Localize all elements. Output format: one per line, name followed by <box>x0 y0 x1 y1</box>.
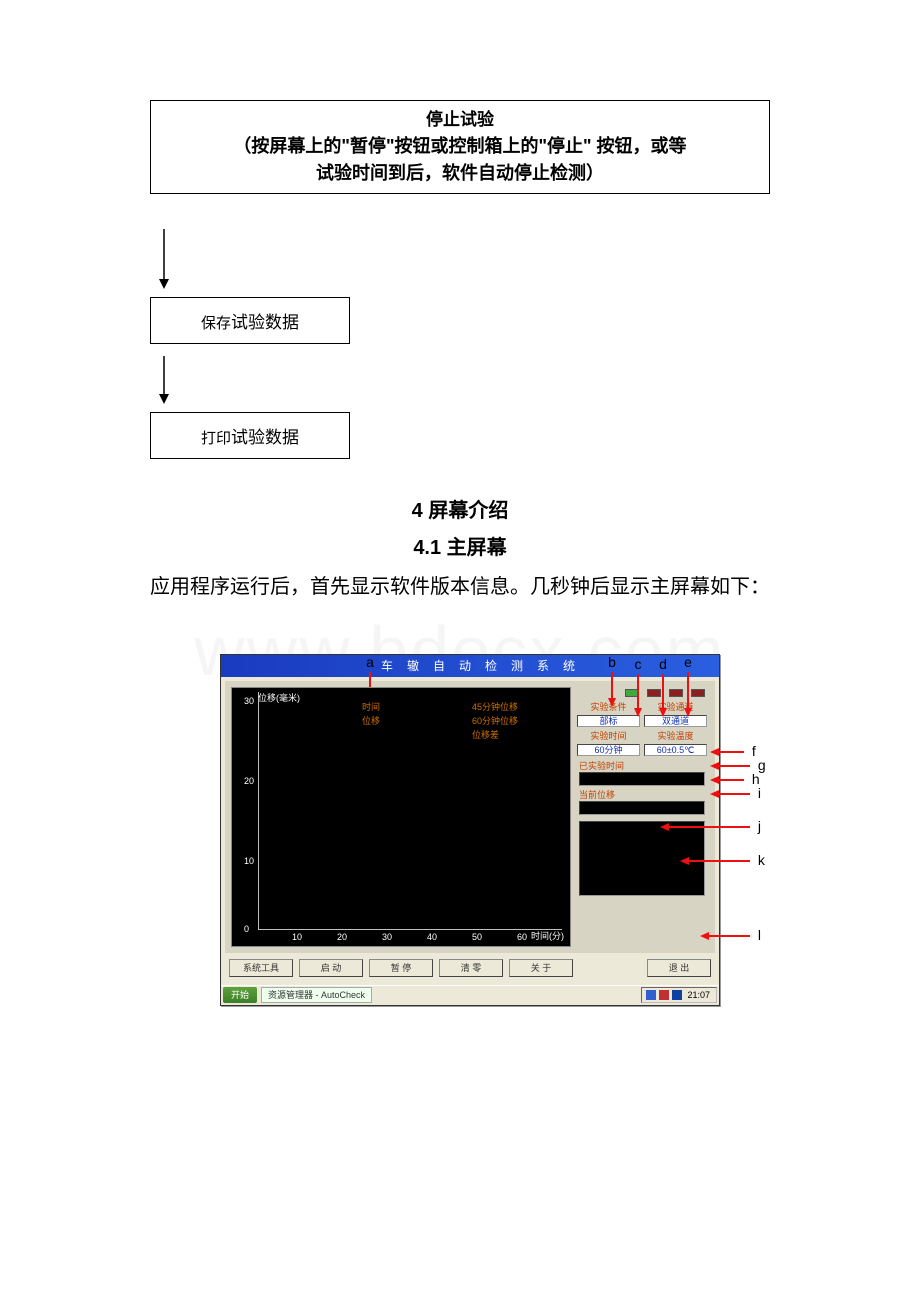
led-4 <box>691 689 705 697</box>
chart-y-axis <box>258 692 259 930</box>
label-channel: 实验通道 <box>644 700 707 713</box>
start-button[interactable]: 启 动 <box>299 959 363 977</box>
legend-disp: 位移 <box>362 714 380 727</box>
field-condition: 部标 <box>577 715 640 727</box>
chart-y-label: 位移(毫米) <box>258 691 300 704</box>
legend-45min: 45分钟位移 <box>472 700 518 713</box>
chart-xtick-20: 20 <box>337 932 347 942</box>
field-current-disp <box>579 801 705 815</box>
callout-e-label: e <box>684 654 692 670</box>
tray-icon-2[interactable] <box>659 990 669 1000</box>
chart-xtick-10: 10 <box>292 932 302 942</box>
label-current-disp: 当前位移 <box>575 786 709 801</box>
label-time: 实验时间 <box>577 729 640 742</box>
callout-i-label: i <box>758 785 761 801</box>
app-window: 车辙自动检测系统 位移(毫米) 30 20 10 0 10 20 <box>220 654 720 1006</box>
heading-section-4: 4 屏幕介绍 <box>100 494 820 523</box>
heading-section-4-1: 4.1 主屏幕 <box>100 531 820 560</box>
chart-ytick-20: 20 <box>244 776 254 786</box>
legend-time: 时间 <box>362 700 380 713</box>
label-elapsed: 已实验时间 <box>575 757 709 772</box>
box-print-prefix: 打印 <box>201 430 231 447</box>
taskbar-item-explorer[interactable]: 资源管理器 - AutoCheck <box>261 987 372 1003</box>
field-temp: 60±0.5℃ <box>644 744 707 756</box>
box-print-text: 试验数据 <box>231 428 299 447</box>
chart-xtick-40: 40 <box>427 932 437 942</box>
tray-icon-1[interactable] <box>646 990 656 1000</box>
callout-j-label: j <box>758 818 761 834</box>
clear-button[interactable]: 清 零 <box>439 959 503 977</box>
legend-diff: 位移差 <box>472 728 499 741</box>
callout-l: l <box>700 926 761 943</box>
chart-xtick-30: 30 <box>382 932 392 942</box>
chart-ytick-0: 0 <box>244 924 249 934</box>
toolbar-buttons: 系统工具 启 动 暂 停 清 零 关 于 退 出 <box>225 953 715 981</box>
window-body: 位移(毫米) 30 20 10 0 10 20 30 40 50 60 时间(分… <box>221 677 719 985</box>
window-titlebar: 车辙自动检测系统 <box>221 655 719 677</box>
label-temp: 实验温度 <box>644 729 707 742</box>
callout-i: i <box>710 784 761 801</box>
callout-d-label: d <box>659 656 667 672</box>
callout-k-label: k <box>758 852 765 868</box>
flowchart-box-save: 保存试验数据 <box>150 297 350 344</box>
row-time-temp-values: 60分钟 60±0.5℃ <box>575 743 709 757</box>
flowchart-box-line1: （按屏幕上的"暂停"按钮或控制箱上的"停止" 按钮，或等 <box>163 133 757 160</box>
field-elapsed <box>579 772 705 786</box>
flowchart-arrow-2 <box>158 356 820 404</box>
box-save-text: 试验数据 <box>231 313 299 332</box>
tray-icon-3[interactable] <box>672 990 682 1000</box>
taskbar: 开始 资源管理器 - AutoCheck 21:07 <box>221 985 719 1005</box>
led-3 <box>669 689 683 697</box>
chart-xtick-50: 50 <box>472 932 482 942</box>
callout-b: b <box>607 654 617 707</box>
intro-paragraph: 应用程序运行后，首先显示软件版本信息。几秒钟后显示主屏幕如下： <box>110 570 810 604</box>
button-gap <box>579 959 641 977</box>
callout-c-label: c <box>635 656 642 672</box>
screenshot-figure: a b c d e 车辙自动检测系统 <box>220 654 770 1006</box>
callout-l-label: l <box>758 927 761 943</box>
flowchart-box-title: 停止试验 <box>163 107 757 133</box>
exit-button[interactable]: 退 出 <box>647 959 711 977</box>
pause-button[interactable]: 暂 停 <box>369 959 433 977</box>
row-time-temp-labels: 实验时间 实验温度 <box>575 728 709 743</box>
flowchart-box-print: 打印试验数据 <box>150 412 350 459</box>
callout-c: c <box>633 656 643 717</box>
chart-x-label: 时间(分) <box>531 929 564 942</box>
chart-x-axis <box>258 929 562 930</box>
system-tools-button[interactable]: 系统工具 <box>229 959 293 977</box>
system-tray: 21:07 <box>641 987 717 1003</box>
tray-clock: 21:07 <box>685 990 712 1000</box>
chart-xtick-60: 60 <box>517 932 527 942</box>
legend-60min: 60分钟位移 <box>472 714 518 727</box>
callout-e: e <box>683 654 693 717</box>
field-time: 60分钟 <box>577 744 640 756</box>
callout-b-label: b <box>608 654 616 670</box>
flowchart-box-line2: 试验时间到后，软件自动停止检测） <box>163 160 757 187</box>
chart-ytick-30: 30 <box>244 696 254 706</box>
callout-j: j <box>660 817 761 834</box>
field-channel: 双通道 <box>644 715 707 727</box>
start-menu-button[interactable]: 开始 <box>223 987 257 1003</box>
box-save-prefix: 保存 <box>201 315 231 332</box>
callout-a-label: a <box>366 654 374 670</box>
document-content: 停止试验 （按屏幕上的"暂停"按钮或控制箱上的"停止" 按钮，或等 试验时间到后… <box>100 100 820 1006</box>
flowchart-arrow-1 <box>158 229 820 289</box>
flowchart-box-stop: 停止试验 （按屏幕上的"暂停"按钮或控制箱上的"停止" 按钮，或等 试验时间到后… <box>150 100 770 194</box>
chart-ytick-10: 10 <box>244 856 254 866</box>
callout-d: d <box>658 656 668 717</box>
main-panel: 位移(毫米) 30 20 10 0 10 20 30 40 50 60 时间(分… <box>225 681 715 953</box>
displacement-chart: 位移(毫米) 30 20 10 0 10 20 30 40 50 60 时间(分… <box>231 687 571 947</box>
callout-k: k <box>680 851 765 868</box>
about-button[interactable]: 关 于 <box>509 959 573 977</box>
